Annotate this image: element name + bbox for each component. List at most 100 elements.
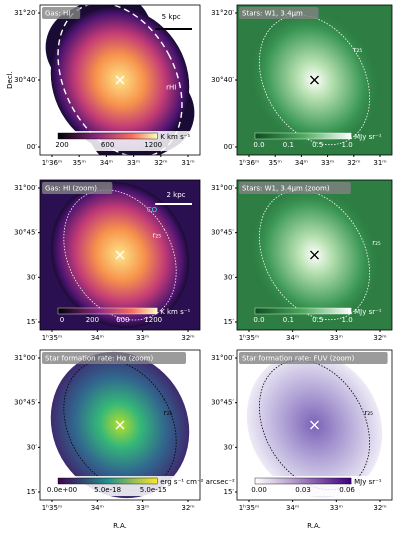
frame <box>236 349 393 501</box>
y-tick-label: 30°45′ <box>14 399 37 407</box>
r25-ellipse <box>259 189 370 321</box>
colorbar-unit: K km s⁻¹ <box>160 133 190 141</box>
colorbar <box>57 307 158 315</box>
y-tick-label: 30°45′ <box>14 229 37 237</box>
x-tick-label: 32ᵐ <box>347 159 360 167</box>
y-tick-label: 30′ <box>224 443 235 451</box>
y-tick-label: 15′ <box>224 488 235 496</box>
panel: Stars: W1, 3.4μm 31°20′ 30°40′ 00′ 1ʰ36ᵐ 35ᵐ 3… <box>211 4 393 167</box>
x-tick-label: 1ʰ35ᵐ <box>42 334 63 342</box>
x-axis-label: R.A. <box>113 522 127 530</box>
annotation: r₂₅ <box>153 232 162 240</box>
panel-title: Star formation rate: FUV (zoom) <box>242 355 355 363</box>
y-tick-label: 00′ <box>27 143 38 151</box>
panel-title: Stars: W1, 3.4μm <box>242 10 303 18</box>
colorbar-unit: MJy sr⁻¹ <box>354 478 382 486</box>
colorbar-tick-label: 0.0e+00 <box>47 486 77 494</box>
panel-title: Stars: W1, 3.4μm (zoom) <box>242 185 330 193</box>
colorbar-unit: K km s⁻¹ <box>160 308 190 316</box>
y-tick-label: 31°20′ <box>14 9 37 17</box>
x-tick-label: 1ʰ35ᵐ <box>239 334 260 342</box>
r25-ellipse <box>63 189 177 321</box>
colorbar-tick-label: 1.0 <box>342 141 353 149</box>
panel: Star formation rate: FUV (zoom) 31°00′ 30°… <box>211 349 393 512</box>
x-tick-label: 31ᵐ <box>373 159 386 167</box>
colorbar-tick-label: 5.0e-18 <box>94 486 121 494</box>
colorbar-tick-label: 600 <box>101 141 114 149</box>
y-tick-label: 31°00′ <box>211 184 234 192</box>
annotation: r₂₅ <box>372 239 381 247</box>
colorbar-tick-label: 0.06 <box>339 486 355 494</box>
x-tick-label: 34ᵐ <box>286 334 299 342</box>
panel: Gas: HI 31°20′ 30°40′ 00′ 1ʰ36ᵐ 35ᵐ 34ᵐ 33ᵐ 32ᵐ 3… <box>14 4 201 167</box>
x-tick-label: 33ᵐ <box>136 334 149 342</box>
colorbar <box>57 477 158 485</box>
colorbar-unit: MJy sr⁻¹ <box>354 133 382 141</box>
y-tick-label: 30°40′ <box>211 76 234 84</box>
center-mark <box>115 420 125 430</box>
colorbar <box>57 132 158 140</box>
annotation: r₂₅ <box>365 409 374 417</box>
colorbar-tick-label: 0 <box>60 316 64 324</box>
y-tick-label: 30′ <box>224 273 235 281</box>
colorbar-tick-label: 1.0 <box>342 316 353 324</box>
frame <box>236 179 393 331</box>
center-mark <box>310 75 319 85</box>
y-tick-label: 30′ <box>27 443 38 451</box>
center-mark <box>115 250 125 260</box>
colorbar <box>254 307 352 315</box>
colorbar-tick-label: 0.0 <box>253 141 264 149</box>
x-tick-label: 1ʰ36ᵐ <box>42 159 63 167</box>
y-tick-label: 30′ <box>27 273 38 281</box>
r25-ellipse <box>63 359 177 491</box>
x-tick-label: 34ᵐ <box>286 504 299 512</box>
x-tick-label: 33ᵐ <box>330 504 343 512</box>
colorbar-unit: MJy sr⁻¹ <box>354 308 382 316</box>
colorbar-tick-label: 200 <box>86 316 99 324</box>
colorbar-unit: erg s⁻¹ cm⁻² arcsec⁻² <box>160 478 235 486</box>
title-box <box>42 7 81 19</box>
colorbar <box>254 132 352 140</box>
center-mark <box>310 250 319 260</box>
x-tick-label: 31ᵐ <box>181 159 194 167</box>
colorbar-tick-label: 0.0 <box>253 316 264 324</box>
x-tick-label: 33ᵐ <box>321 159 334 167</box>
colorbar-tick-label: 0.1 <box>283 141 294 149</box>
y-tick-label: 00′ <box>224 143 235 151</box>
y-tick-label: 30°40′ <box>14 76 37 84</box>
colorbar-tick-label: 1200 <box>144 316 162 324</box>
x-tick-label: 32ᵐ <box>154 159 167 167</box>
colorbar-tick-label: 5.0e-15 <box>140 486 167 494</box>
y-axis-label: Decl. <box>6 71 14 89</box>
annotation: 5 kpc <box>162 13 181 21</box>
colorbar-tick-label: 0.00 <box>251 486 267 494</box>
panel-title: Gas: HI <box>45 10 70 18</box>
x-tick-label: 1ʰ35ᵐ <box>42 504 63 512</box>
panel: Star formation rate: Hα (zoom) 31°00′ 30°4… <box>14 349 235 512</box>
panel-title: Star formation rate: Hα (zoom) <box>45 355 154 363</box>
title-box <box>239 352 388 364</box>
colorbar <box>254 477 352 485</box>
x-tick-label: 34ᵐ <box>295 159 308 167</box>
colorbar-tick-label: 0.03 <box>295 486 311 494</box>
y-tick-label: 31°00′ <box>211 354 234 362</box>
x-tick-label: 33ᵐ <box>330 334 343 342</box>
frame <box>39 179 201 331</box>
x-tick-label: 33ᵐ <box>127 159 140 167</box>
annotation: rHI <box>166 84 176 92</box>
annotation: CO <box>147 206 158 214</box>
hi-radius <box>57 5 183 155</box>
colorbar-tick-label: 0.1 <box>283 316 294 324</box>
annotation: r₂₅ <box>354 46 363 54</box>
x-tick-label: 35ᵐ <box>73 159 86 167</box>
annotation: 2 kpc <box>166 191 185 199</box>
y-tick-label: 31°20′ <box>211 9 234 17</box>
x-tick-label: 1ʰ35ᵐ <box>239 504 260 512</box>
frame <box>39 349 201 501</box>
y-tick-label: 15′ <box>224 318 235 326</box>
x-tick-label: 35ᵐ <box>269 159 282 167</box>
r25-ellipse <box>259 14 370 146</box>
center-mark <box>310 420 319 430</box>
x-tick-label: 34ᵐ <box>91 334 104 342</box>
